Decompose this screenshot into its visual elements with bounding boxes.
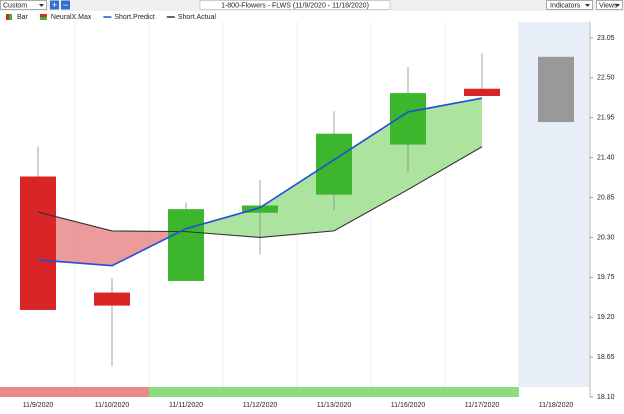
x-tick-label: 11/9/2020 xyxy=(23,402,54,409)
x-tick-label: 11/18/2020 xyxy=(539,402,574,409)
x-tick-label: 11/17/2020 xyxy=(465,402,500,409)
minus-icon: − xyxy=(63,0,68,10)
indicators-label: Indicators xyxy=(550,2,581,9)
legend-label: Short.Actual xyxy=(178,14,217,21)
y-tick-label: 22.50 xyxy=(597,75,615,82)
indicators-dropdown[interactable] xyxy=(546,0,593,10)
legend-icon xyxy=(39,17,47,20)
title-box xyxy=(199,0,391,10)
dropdown-arrow xyxy=(615,4,620,7)
views-label: Views xyxy=(599,2,618,9)
zoom-in-button[interactable] xyxy=(50,0,59,10)
x-tick-label: 11/11/2020 xyxy=(169,402,203,409)
legend-label: Short.Predict xyxy=(114,14,155,21)
chart-title: 1-800-Flowers - FLWS (11/9/2020 - 11/18/… xyxy=(221,2,369,9)
spread-area xyxy=(334,111,408,231)
signal-band xyxy=(0,387,75,397)
dropdown-arrow xyxy=(39,4,44,7)
signal-band xyxy=(445,387,519,397)
custom-label: Custom xyxy=(3,2,27,9)
candle-body xyxy=(20,176,56,310)
candle-body xyxy=(316,133,352,195)
signal-band xyxy=(297,387,371,397)
x-tick-label: 11/13/2020 xyxy=(317,402,352,409)
signal-band xyxy=(149,387,223,397)
y-tick-label: 23.05 xyxy=(597,35,615,42)
dropdown-arrow xyxy=(585,4,590,7)
y-tick-label: 19.20 xyxy=(597,314,615,321)
x-tick-label: 11/10/2020 xyxy=(95,402,130,409)
spread-area xyxy=(260,159,334,238)
legend-icon xyxy=(6,14,9,20)
y-tick-label: 19.75 xyxy=(597,274,615,281)
candle-body xyxy=(242,205,278,213)
legend-icon xyxy=(9,14,12,20)
line-series xyxy=(37,146,483,238)
signal-band xyxy=(223,387,297,397)
spread-area xyxy=(186,207,260,238)
zoom-out-button[interactable] xyxy=(61,0,70,10)
candle-body xyxy=(94,292,130,306)
signal-band xyxy=(75,387,149,397)
legend-icon xyxy=(39,14,47,17)
x-tick-label: 11/12/2020 xyxy=(243,402,278,409)
custom-dropdown[interactable] xyxy=(0,0,47,10)
spread-area xyxy=(408,98,482,190)
candle-body xyxy=(390,93,426,145)
candle-body xyxy=(168,209,204,281)
legend-label: NeuralX.Max xyxy=(51,14,92,21)
y-tick-label: 21.95 xyxy=(597,115,615,122)
x-tick-label: 11/16/2020 xyxy=(391,402,426,409)
y-tick-label: 18.10 xyxy=(597,394,615,401)
y-tick-label: 20.30 xyxy=(597,234,615,241)
legend-label: Bar xyxy=(17,14,29,21)
y-tick-label: 18.65 xyxy=(597,354,615,361)
views-dropdown[interactable] xyxy=(596,0,623,10)
signal-band xyxy=(371,387,445,397)
spread-area xyxy=(38,212,112,266)
y-tick-label: 20.85 xyxy=(597,194,615,201)
y-tick-label: 21.40 xyxy=(597,154,615,161)
line-series xyxy=(37,97,483,267)
candle-body xyxy=(464,88,500,96)
plus-icon: + xyxy=(52,0,57,10)
forecast-range xyxy=(538,56,574,123)
